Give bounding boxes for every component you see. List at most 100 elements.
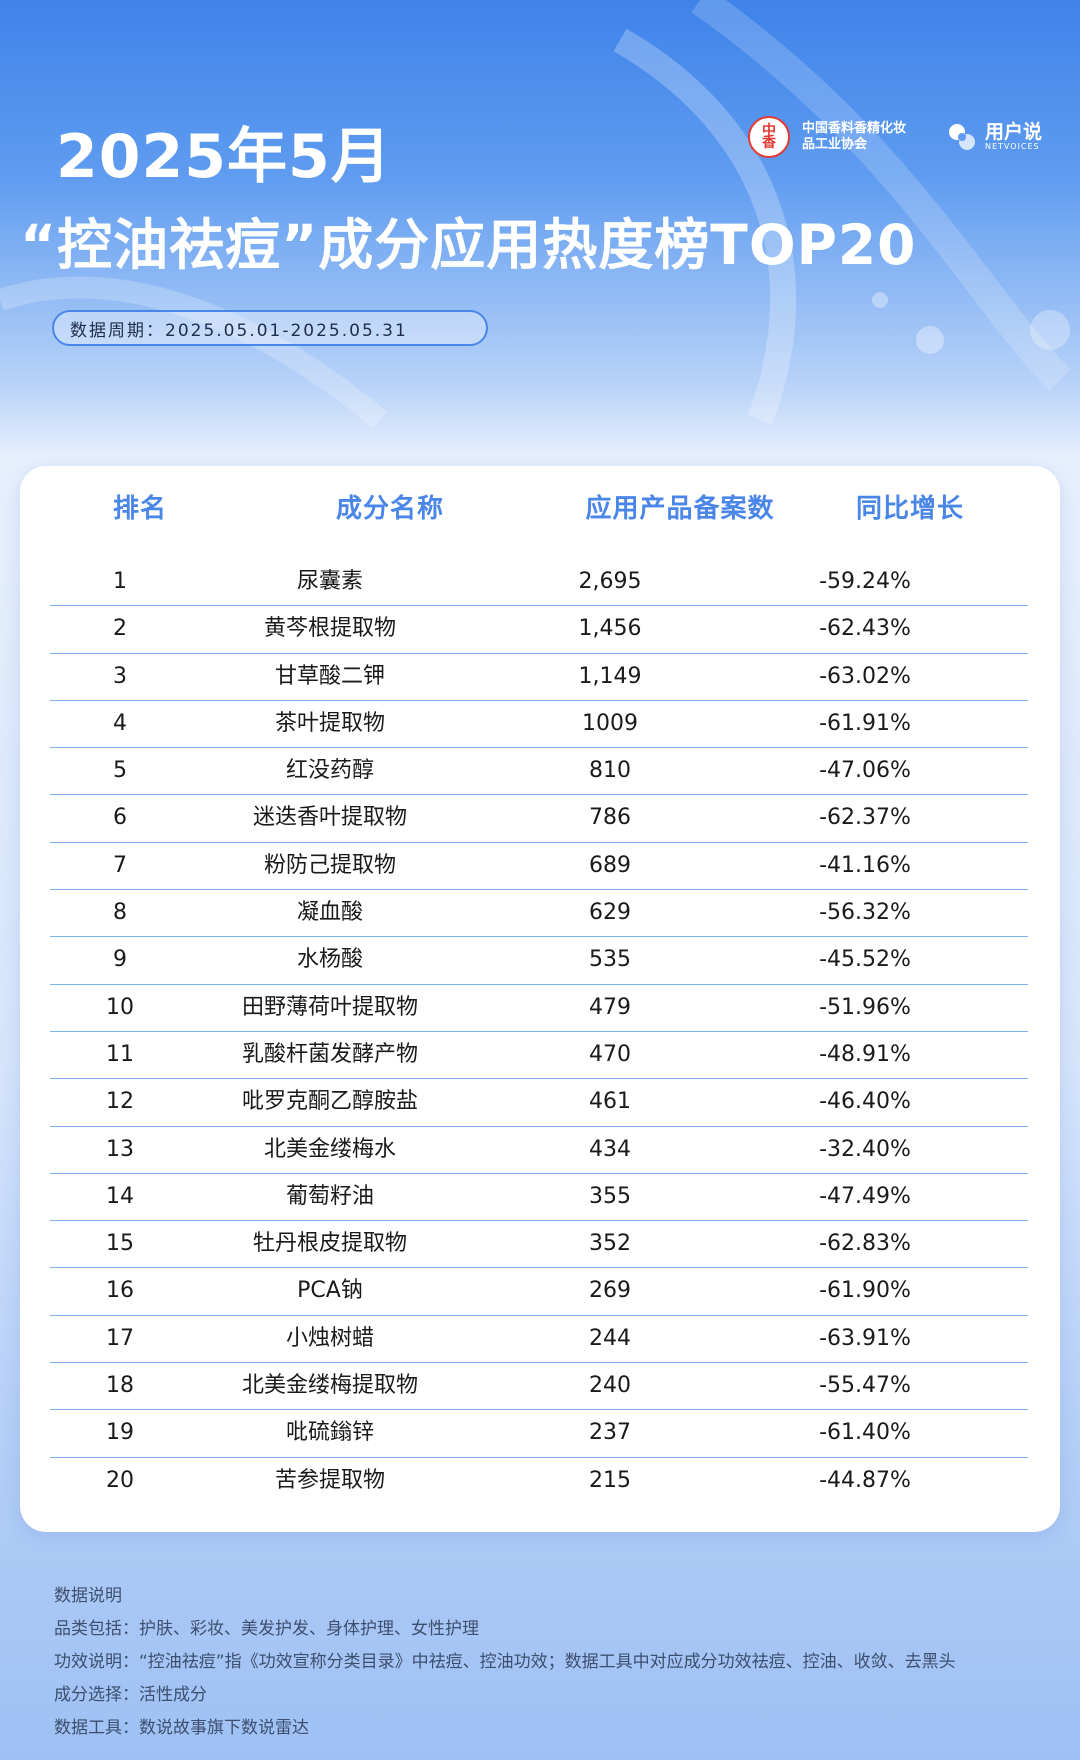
ingredient-name-cell: 吡罗克酮乙醇胺盐 [241, 1089, 418, 1115]
yoy-growth-cell: -62.83% [819, 1231, 911, 1257]
ingredient-name-cell: 乳酸杆菌发酵产物 [241, 1041, 418, 1067]
table-row: 10 田野薄荷叶提取物 479 -51.96% [50, 985, 1028, 1032]
column-header-yoy: 同比增长 [855, 494, 964, 524]
filing-count-cell: 470 [589, 1041, 631, 1067]
association-name: 中国香料香精化妆品工业协会 [802, 121, 907, 152]
yoy-growth-cell: -62.37% [819, 805, 911, 831]
table-row: 18 北美金缕梅提取物 240 -55.47% [50, 1363, 1028, 1411]
notes-selection: 成分选择：活性成分 [54, 1685, 207, 1705]
filing-count-cell: 479 [589, 994, 631, 1020]
rank-cell: 8 [113, 900, 127, 926]
column-header-ingredient: 成分名称 [335, 494, 444, 524]
rank-cell: 5 [113, 758, 127, 784]
ingredient-name-cell: 小烛树蜡 [285, 1325, 374, 1351]
ingredient-name-cell: 凝血酸 [296, 900, 363, 926]
rank-cell: 15 [106, 1231, 134, 1257]
filing-count-cell: 237 [589, 1420, 631, 1446]
table-row: 14 葡萄籽油 355 -47.49% [50, 1174, 1028, 1222]
rank-cell: 3 [113, 663, 127, 689]
ingredient-name-cell: 水杨酸 [296, 947, 363, 973]
table-body: 1 尿囊素 2,695 -59.24% 2 黄芩根提取物 1,456 -62.43% 3 甘草酸二… [50, 559, 1028, 1504]
table-row: 17 小烛树蜡 244 -63.91% [50, 1316, 1028, 1364]
table-header: 排名 成分名称 应用产品备案数 同比增长 [20, 466, 1060, 566]
yoy-growth-cell: -47.49% [819, 1183, 911, 1209]
filing-count-cell: 355 [589, 1183, 631, 1209]
background-decoration [0, 0, 1071, 429]
yoy-growth-cell: -51.96% [819, 994, 911, 1020]
filing-count-cell: 629 [589, 900, 631, 926]
ingredient-name-cell: 吡硫鎓锌 [285, 1420, 374, 1446]
yoy-growth-cell: -59.24% [819, 569, 911, 594]
column-header-filing-count: 应用产品备案数 [585, 494, 775, 524]
data-period-text: 数据周期：2025.05.01-2025.05.31 [70, 320, 408, 341]
filing-count-cell: 240 [589, 1373, 631, 1399]
table-row: 7 粉防己提取物 689 -41.16% [50, 843, 1028, 891]
netvoices-name-cn: 用户说 [985, 121, 1043, 143]
rank-cell: 6 [113, 805, 127, 831]
table-row: 16 PCA钠 269 -61.90% [50, 1268, 1028, 1316]
filing-count-cell: 810 [589, 758, 631, 784]
data-notes: 数据说明 品类包括：护肤、彩妆、美发护发、身体护理、女性护理 功效说明：“控油祛… [54, 1580, 956, 1745]
yoy-growth-cell: -46.40% [819, 1089, 911, 1115]
table-row: 2 黄芩根提取物 1,456 -62.43% [50, 606, 1028, 654]
filing-count-cell: 434 [589, 1136, 631, 1162]
table-row: 15 牡丹根皮提取物 352 -62.83% [50, 1221, 1028, 1269]
filing-count-cell: 689 [589, 852, 631, 878]
filing-count-cell: 1,149 [578, 663, 642, 689]
filing-count-cell: 244 [589, 1325, 631, 1351]
ingredient-name-cell: 田野薄荷叶提取物 [241, 994, 418, 1020]
page-title: “控油祛痘”成分应用热度榜TOP20 [20, 213, 917, 277]
table-row: 1 尿囊素 2,695 -59.24% [50, 559, 1028, 607]
yoy-growth-cell: -32.40% [819, 1136, 911, 1162]
rank-cell: 7 [113, 852, 127, 878]
yoy-growth-cell: -41.16% [819, 852, 911, 878]
rank-cell: 4 [113, 710, 127, 736]
table-row: 8 凝血酸 629 -56.32% [50, 890, 1028, 938]
rank-cell: 9 [113, 947, 127, 973]
association-seal-logo: 中香 [748, 116, 790, 158]
ingredient-name-cell: 红没药醇 [285, 758, 374, 784]
table-row: 13 北美金缕梅水 434 -32.40% [50, 1127, 1028, 1174]
filing-count-cell: 535 [589, 947, 631, 973]
data-period-badge: 数据周期：2025.05.01-2025.05.31 [52, 310, 488, 346]
yoy-growth-cell: -62.43% [819, 616, 911, 642]
rank-cell: 19 [106, 1420, 134, 1446]
netvoices-name-en: NETVOICES [985, 142, 1040, 151]
logo-group: 中香 中国香料香精化妆品工业协会 用户说 NETVOICES [748, 116, 1042, 158]
ingredient-name-cell: 黄芩根提取物 [263, 616, 396, 642]
filing-count-cell: 352 [589, 1231, 631, 1257]
table-row: 11 乳酸杆菌发酵产物 470 -48.91% [50, 1032, 1028, 1080]
table-row: 6 迷迭香叶提取物 786 -62.37% [50, 795, 1028, 843]
column-header-rank: 排名 [112, 494, 167, 524]
rank-cell: 13 [106, 1136, 134, 1162]
rank-cell: 1 [113, 569, 127, 594]
yoy-growth-cell: -45.52% [819, 947, 911, 973]
yoy-growth-cell: -61.91% [819, 710, 911, 736]
ingredient-name-cell: 甘草酸二钾 [274, 663, 385, 689]
table-row: 12 吡罗克酮乙醇胺盐 461 -46.40% [50, 1079, 1028, 1127]
ingredient-name-cell: PCA钠 [297, 1278, 363, 1304]
ingredient-name-cell: 迷迭香叶提取物 [252, 805, 407, 831]
table-row: 3 甘草酸二钾 1,149 -63.02% [50, 654, 1028, 701]
rank-cell: 20 [106, 1467, 134, 1493]
table-row: 19 吡硫鎓锌 237 -61.40% [50, 1410, 1028, 1458]
rank-cell: 16 [106, 1278, 134, 1304]
table-row: 20 苦参提取物 215 -44.87% [50, 1458, 1028, 1504]
rank-cell: 12 [106, 1089, 134, 1115]
yoy-growth-cell: -61.90% [819, 1278, 911, 1304]
ingredient-name-cell: 北美金缕梅提取物 [241, 1373, 418, 1399]
ranking-table-card: 排名 成分名称 应用产品备案数 同比增长 1 尿囊素 2,695 -59.24% 2 黄芩… [20, 466, 1060, 1532]
notes-category: 品类包括：护肤、彩妆、美发护发、身体护理、女性护理 [54, 1619, 479, 1639]
filing-count-cell: 2,695 [578, 569, 642, 594]
filing-count-cell: 786 [589, 805, 631, 831]
rank-cell: 2 [113, 616, 127, 642]
filing-count-cell: 269 [589, 1278, 631, 1304]
rank-cell: 18 [106, 1373, 134, 1399]
notes-efficacy: 功效说明：“控油祛痘”指《功效宣称分类目录》中祛痘、控油功效；数据工具中对应成分… [54, 1652, 956, 1672]
yoy-growth-cell: -61.40% [819, 1420, 911, 1446]
filing-count-cell: 1009 [582, 710, 638, 736]
rank-cell: 11 [106, 1041, 134, 1067]
ingredient-name-cell: 苦参提取物 [274, 1467, 385, 1493]
table-row: 5 红没药醇 810 -47.06% [50, 748, 1028, 796]
ingredient-name-cell: 牡丹根皮提取物 [252, 1231, 407, 1257]
